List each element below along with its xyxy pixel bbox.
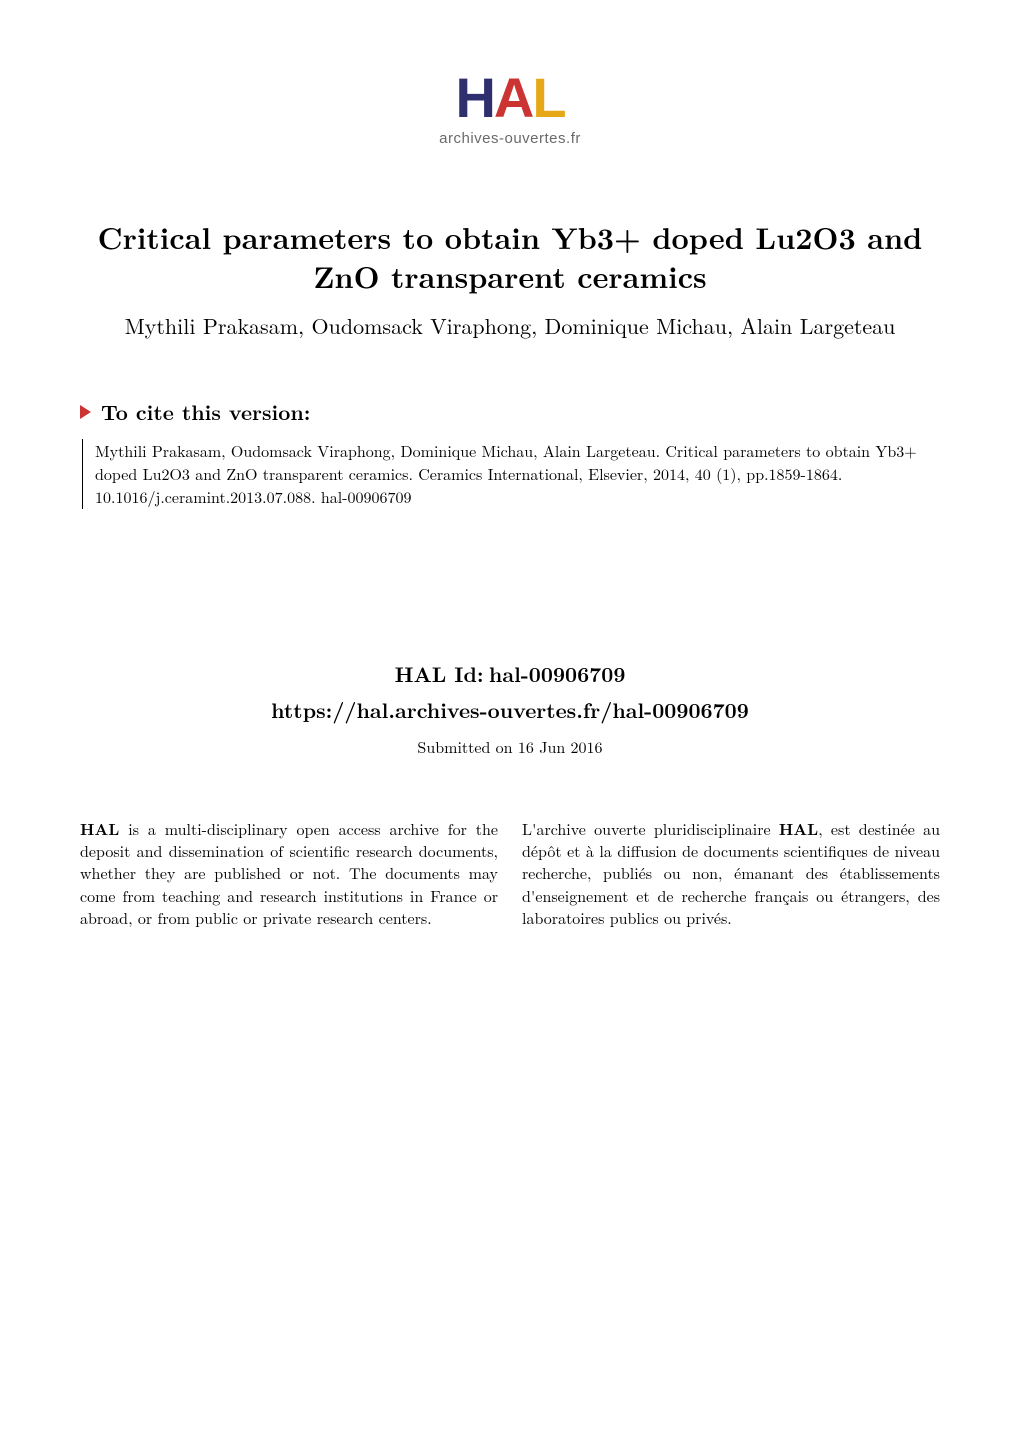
hal-id-value: hal-00906709 — [489, 659, 626, 689]
description-columns: HAL is a multi-disciplinary open access … — [80, 818, 940, 930]
description-right: L'archive ouverte pluridisciplinaire HAL… — [522, 818, 940, 930]
hal-logo: HAL archives-ouvertes.fr — [80, 70, 940, 147]
hal-bold-right: HAL — [779, 817, 818, 840]
submitted-date: Submitted on 16 Jun 2016 — [80, 735, 940, 758]
paper-authors: Mythili Prakasam, Oudomsack Viraphong, D… — [80, 309, 940, 342]
logo-subtitle: archives-ouvertes.fr — [80, 130, 940, 147]
logo-letter-a: A — [494, 66, 532, 129]
hal-url[interactable]: https://hal.archives-ouvertes.fr/hal-009… — [80, 695, 940, 725]
hal-bold-left: HAL — [80, 817, 119, 840]
description-left: HAL is a multi-disciplinary open access … — [80, 818, 498, 930]
logo-letter-h: H — [455, 66, 493, 129]
desc-right-pre: L'archive ouverte pluridisciplinaire — [522, 817, 779, 840]
logo-letters: HAL — [80, 70, 940, 126]
cite-heading-row: To cite this version: — [80, 397, 940, 427]
desc-left-text: is a multi-disciplinary open access arch… — [80, 817, 498, 930]
citation-block: Mythili Prakasam, Oudomsack Viraphong, D… — [82, 439, 940, 509]
logo-letter-l: L — [532, 66, 564, 129]
hal-id-block: HAL Id: hal-00906709 — [80, 659, 940, 689]
triangle-right-icon — [80, 405, 91, 419]
cite-heading: To cite this version: — [101, 397, 310, 427]
hal-id-label: HAL Id: — [395, 659, 484, 689]
paper-title: Critical parameters to obtain Yb3+ doped… — [90, 217, 930, 295]
hal-cover-page: HAL archives-ouvertes.fr Critical parame… — [0, 0, 1020, 1442]
